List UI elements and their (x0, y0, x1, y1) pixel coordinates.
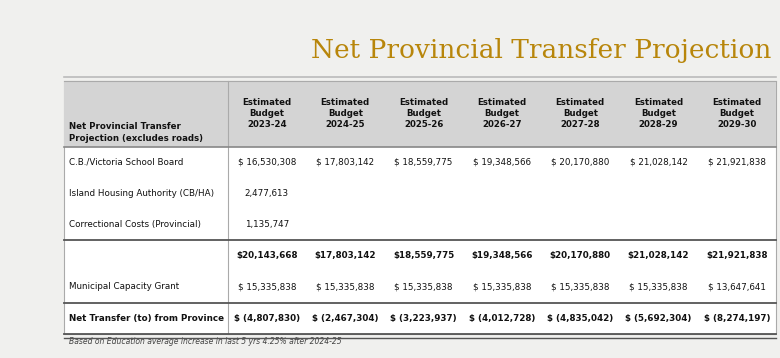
Text: $ 15,335,838: $ 15,335,838 (629, 282, 688, 291)
Text: $ 15,335,838: $ 15,335,838 (551, 282, 609, 291)
Text: $ (2,467,304): $ (2,467,304) (312, 314, 378, 323)
Text: $ 18,559,775: $ 18,559,775 (395, 158, 452, 167)
Text: $ 15,335,838: $ 15,335,838 (395, 282, 453, 291)
Text: Estimated
Budget
2024-25: Estimated Budget 2024-25 (321, 98, 370, 129)
Text: $18,559,775: $18,559,775 (393, 251, 454, 260)
Text: Island Housing Authority (CB/HA): Island Housing Authority (CB/HA) (69, 189, 214, 198)
Text: $ 15,335,838: $ 15,335,838 (316, 282, 374, 291)
Text: Net Provincial Transfer
Projection (excludes roads): Net Provincial Transfer Projection (excl… (69, 122, 203, 142)
Text: C.B./Victoria School Board: C.B./Victoria School Board (69, 158, 183, 167)
Text: $ (4,012,728): $ (4,012,728) (469, 314, 535, 323)
Text: $21,028,142: $21,028,142 (628, 251, 690, 260)
Text: Estimated
Budget
2027-28: Estimated Budget 2027-28 (555, 98, 604, 129)
Text: 1,135,747: 1,135,747 (245, 220, 289, 229)
Text: Based on Education average increase in last 5 yrs 4.25% after 2024-25: Based on Education average increase in l… (69, 337, 342, 345)
Text: $20,143,668: $20,143,668 (236, 251, 298, 260)
Text: Net Transfer (to) from Province: Net Transfer (to) from Province (69, 314, 224, 323)
Text: $ 13,647,641: $ 13,647,641 (708, 282, 766, 291)
Text: $ 17,803,142: $ 17,803,142 (316, 158, 374, 167)
Text: $17,803,142: $17,803,142 (314, 251, 376, 260)
Text: $ 21,028,142: $ 21,028,142 (629, 158, 687, 167)
Text: Estimated
Budget
2026-27: Estimated Budget 2026-27 (477, 98, 526, 129)
Text: $19,348,566: $19,348,566 (471, 251, 533, 260)
Text: Net Provincial Transfer Projection: Net Provincial Transfer Projection (310, 38, 771, 63)
Text: $ 15,335,838: $ 15,335,838 (238, 282, 296, 291)
Text: $ 19,348,566: $ 19,348,566 (473, 158, 531, 167)
Text: Estimated
Budget
2028-29: Estimated Budget 2028-29 (634, 98, 683, 129)
Text: Estimated
Budget
2023-24: Estimated Budget 2023-24 (243, 98, 292, 129)
Text: $ (3,223,937): $ (3,223,937) (390, 314, 457, 323)
Text: Estimated
Budget
2029-30: Estimated Budget 2029-30 (712, 98, 761, 129)
Text: $ (8,274,197): $ (8,274,197) (704, 314, 770, 323)
Text: $ 20,170,880: $ 20,170,880 (551, 158, 609, 167)
Text: $ 15,335,838: $ 15,335,838 (473, 282, 531, 291)
Text: 2,477,613: 2,477,613 (245, 189, 289, 198)
Text: $ (5,692,304): $ (5,692,304) (626, 314, 692, 323)
Text: $21,921,838: $21,921,838 (706, 251, 768, 260)
Text: $20,170,880: $20,170,880 (550, 251, 611, 260)
Text: $ 21,921,838: $ 21,921,838 (708, 158, 766, 167)
Text: $ (4,835,042): $ (4,835,042) (547, 314, 613, 323)
Text: $ 16,530,308: $ 16,530,308 (238, 158, 296, 167)
Text: $ (4,807,830): $ (4,807,830) (234, 314, 300, 323)
Text: Correctional Costs (Provincial): Correctional Costs (Provincial) (69, 220, 200, 229)
Text: Municipal Capacity Grant: Municipal Capacity Grant (69, 282, 179, 291)
Text: Estimated
Budget
2025-26: Estimated Budget 2025-26 (399, 98, 448, 129)
